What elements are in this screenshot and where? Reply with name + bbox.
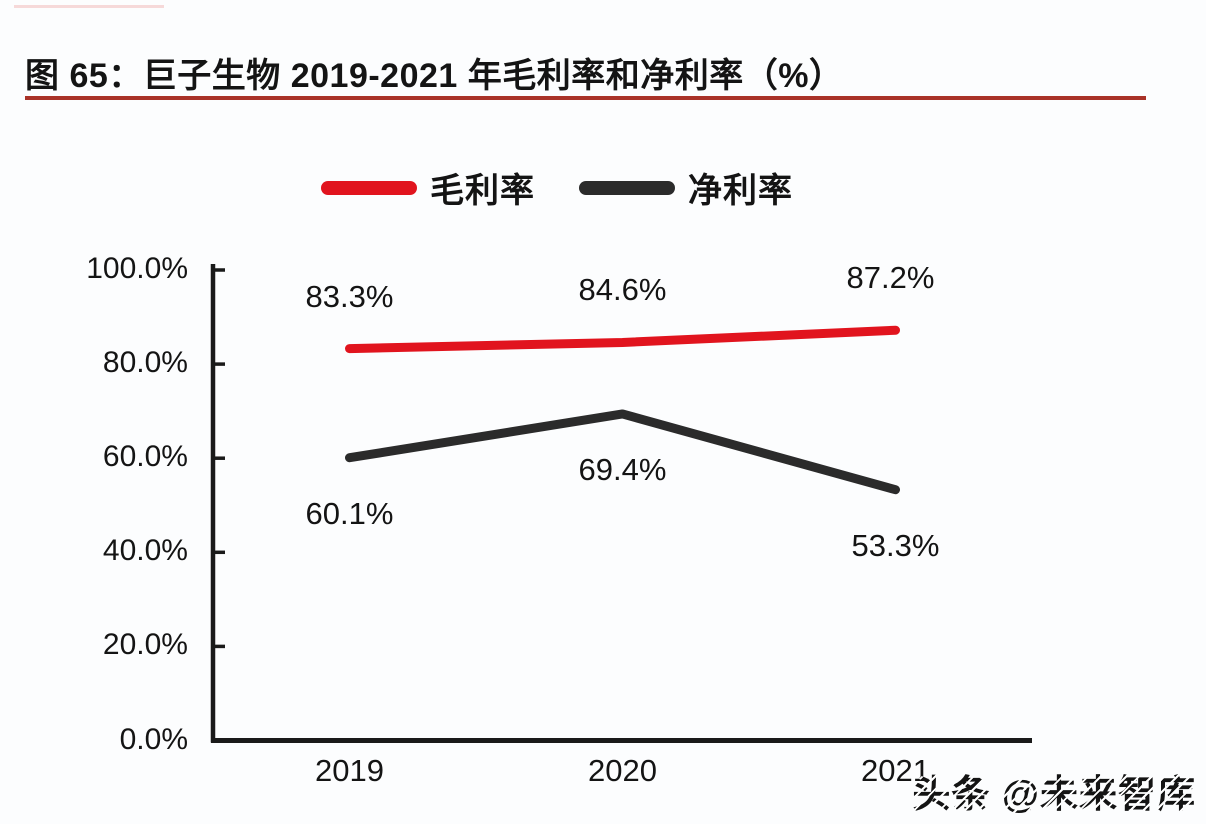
series-line-gross-margin [345,325,900,354]
series-line-net-margin [345,409,900,495]
figure-title: 图 65：巨子生物 2019-2021 年毛利率和净利率（%） [25,57,844,95]
chart-legend: 毛利率 净利率 [0,163,1160,212]
legend-label-net-margin: 净利率 [688,172,793,210]
legend-line-gross-margin-icon [321,180,417,195]
title-underline [25,96,1146,100]
watermark: 头条 @未来智库 [912,763,1196,818]
legend-item-net-margin: 净利率 [579,163,793,212]
page-crop-artifact [14,5,164,8]
legend-line-net-margin-icon [579,180,675,195]
legend-item-gross-margin: 毛利率 [321,163,535,212]
legend-label-gross-margin: 毛利率 [430,172,535,210]
